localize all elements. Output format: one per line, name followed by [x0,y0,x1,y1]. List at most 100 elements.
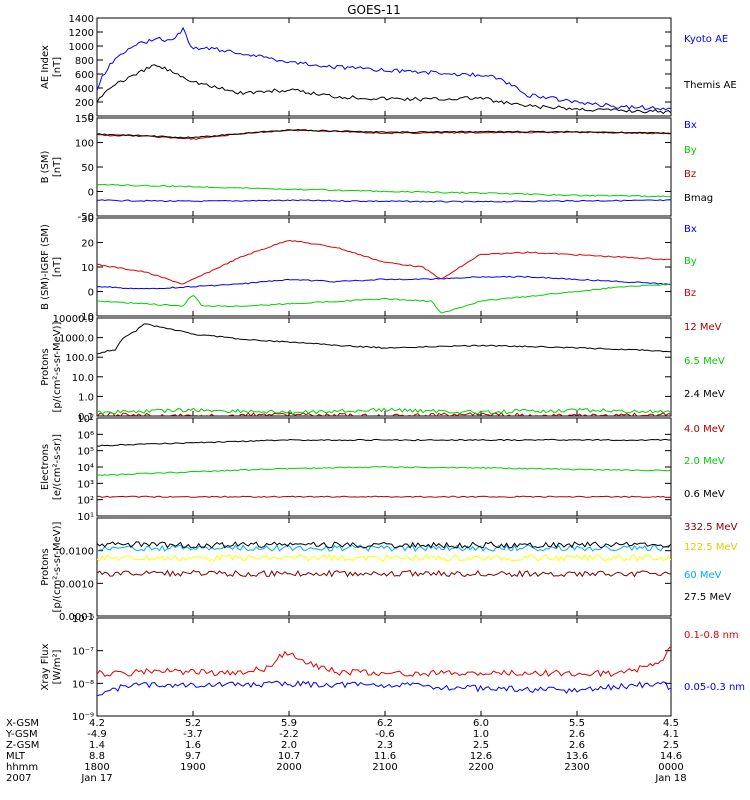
y-tick-label: 1200 [69,28,94,39]
time-axis-value: 4.5 [663,718,679,729]
time-axis-value: 2.0 [281,740,297,751]
time-axis-value: 4.1 [663,729,679,740]
time-axis-value: 11.6 [374,751,396,762]
series-line-60-mev [97,544,671,552]
y-tick-label: 100 [75,139,94,150]
legend-entry: 2.4 MeV [684,389,725,400]
time-axis-value: -4.9 [87,729,107,740]
legend-entry: 2.0 MeV [684,456,725,467]
time-axis-row-label: Y-GSM [5,729,38,740]
time-axis-value: 1.0 [473,729,489,740]
legend-entry: 0.1-0.8 nm [684,630,739,641]
legend-entry: 12 MeV [684,322,722,333]
y-tick-label: 800 [75,56,94,67]
series-line-6-5-mev [97,407,671,416]
y-axis-unit: [p/(cm²-s-sr-MeV)] [52,321,63,412]
y-tick-label: 10⁵ [77,447,94,458]
y-tick-label: 100.0 [65,353,94,364]
legend-entry: 27.5 MeV [684,592,731,603]
y-tick-label: 10⁻⁷ [72,647,94,658]
y-tick-label: 1000.0 [59,334,94,345]
series-line-2-4-mev [97,323,671,355]
series-line-27-5-mev [97,541,671,549]
series-line-122-5-mev [97,554,671,562]
y-axis-label: Protons [40,348,51,385]
y-tick-label: 0 [88,112,94,123]
time-axis-value: 13.6 [566,751,588,762]
y-axis-unit: [nT] [52,257,63,277]
time-axis-row-label: X-GSM [6,718,39,729]
legend-entry: Themis AE [683,80,737,91]
panel-b_minus_igrf: -10 0 10 20 30 B (SM)-IGRF (SM) [nT] Bx By Bz [40,214,697,323]
y-tick-label: 1400 [69,14,94,25]
time-axis-value: 2.6 [569,729,585,740]
series-line-2-0-mev [97,465,671,476]
y-tick-label: 0.0001 [59,612,94,623]
time-axis-value: 8.8 [89,751,105,762]
y-tick-label: -50 [78,212,94,223]
series-line-by [97,283,671,314]
time-axis-value: 2100 [372,762,397,773]
y-axis-unit: [nT] [52,57,63,77]
series-line-332-5-mev [97,569,671,578]
time-axis-value: 1.6 [185,740,201,751]
legend-entry: 0.6 MeV [684,489,725,500]
time-axis-row-label: Z-GSM [6,740,39,751]
legend-entry: 0.05-0.3 nm [684,682,745,693]
y-axis-label: Protons [40,548,51,585]
y-tick-label: 600 [75,70,94,81]
time-axis-row-label: MLT [6,751,26,762]
series-line-themis-ae [97,64,671,115]
panel-frame [96,317,672,417]
panel-frame [96,17,672,117]
time-axis-value: Jan 18 [654,773,686,784]
y-axis-label: Xray Flux [40,643,51,690]
time-axis-value: 2.5 [663,740,679,751]
legend-entry: By [684,256,697,267]
time-axis-value: 1900 [180,762,205,773]
y-tick-label: 1.0 [78,392,94,403]
series-line-4-0-mev [97,495,671,498]
legend-entry: 6.5 MeV [684,356,725,367]
time-axis-value: 1800 [84,762,109,773]
y-tick-label: 10⁻⁶ [72,614,94,625]
y-axis-unit: [e/(cm²-s-sr)] [52,434,63,500]
time-axis-value: -2.2 [279,729,299,740]
y-tick-label: 150 [75,114,94,125]
time-axis-value: 2.5 [473,740,489,751]
figure-title: GOES-11 [347,3,401,17]
y-axis-unit: [nT] [52,157,63,177]
y-tick-label: 10³ [77,479,94,490]
y-tick-label: 0 [88,188,94,199]
time-axis-value: 2200 [468,762,493,773]
y-axis-label: Electrons [40,444,51,490]
y-tick-label: 10000.0 [53,314,94,325]
time-axis-value: 6.0 [473,718,489,729]
time-axis-value: 2.6 [569,740,585,751]
series-line-kyoto-ae [97,26,671,111]
series-line-bmag [97,128,671,139]
time-axis-value: 6.2 [377,718,393,729]
y-axis-unit: [p/(cm²-s-sr-MeV)] [52,521,63,612]
time-axis-value: Jan 17 [80,773,112,784]
time-axis-value: 5.9 [281,718,297,729]
y-tick-label: 200 [75,98,94,109]
panel-protons_low: 0.1 1.0 10.0 100.0 1000.0 10000.0 Protons [p/(c… [40,314,725,423]
time-axis-value: 5.5 [569,718,585,729]
time-axis-value: 1.4 [89,740,105,751]
y-axis-label: B (SM) [40,150,51,183]
y-tick-label: 10⁻⁹ [72,712,94,723]
legend-entry: Kyoto AE [684,34,728,45]
y-tick-label: 10⁻⁸ [72,679,94,690]
time-axis-value: 10.7 [278,751,300,762]
time-axis-value: 0000 [658,762,683,773]
legend-entry: Bx [684,224,697,235]
y-tick-label: 10⁴ [77,463,94,474]
y-tick-label: 20 [81,239,94,250]
legend-entry: Bz [684,288,696,299]
panel-frame [96,617,672,717]
panel-ae: 0 200 400 600 800 1000 1200 1400 AE Index [nT] Kyo… [40,14,737,123]
y-tick-label: 10¹ [77,512,94,523]
panel-b_sm: -50 0 50 100 150 B (SM) [nT] Bx By Bz Bmag [40,114,713,223]
